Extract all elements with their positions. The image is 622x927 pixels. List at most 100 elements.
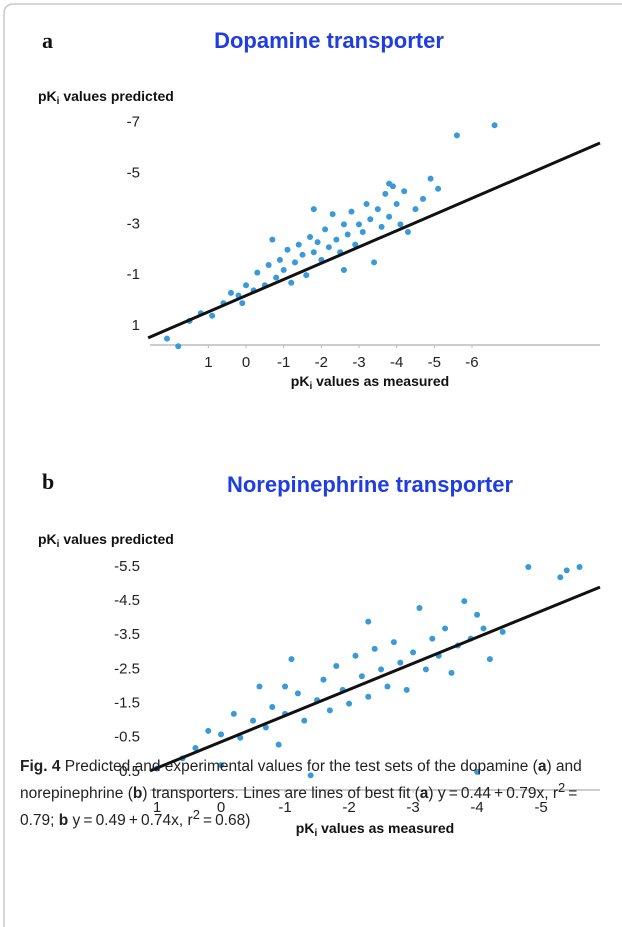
point bbox=[403, 686, 410, 693]
point bbox=[322, 226, 329, 233]
y-tick-label: 1 bbox=[132, 317, 140, 334]
point bbox=[301, 717, 308, 724]
caption-part: b bbox=[132, 785, 143, 803]
panel-letter: a bbox=[42, 28, 53, 53]
x-axis-label-part: values as measured bbox=[317, 820, 454, 836]
point bbox=[386, 213, 393, 220]
caption-part: y = 0.49 + 0.74x, r bbox=[68, 812, 193, 830]
point bbox=[288, 279, 295, 286]
point bbox=[344, 231, 351, 238]
point bbox=[397, 659, 404, 666]
caption-part: a bbox=[537, 758, 547, 775]
caption-part: a bbox=[419, 785, 429, 803]
y-axis-label-part: pK bbox=[38, 531, 57, 547]
point bbox=[333, 663, 340, 670]
panel-letter: b bbox=[42, 469, 54, 494]
y-axis-label-part: values predicted bbox=[59, 531, 173, 547]
y-tick-label: -1.5 bbox=[114, 695, 140, 712]
x-axis-label-part: i bbox=[309, 381, 312, 392]
point bbox=[291, 259, 298, 266]
point bbox=[435, 185, 442, 192]
point bbox=[557, 574, 564, 581]
y-tick-label: 0.5 bbox=[119, 763, 140, 780]
x-axis-label-part: values as measured bbox=[312, 373, 449, 389]
point bbox=[269, 236, 276, 243]
y-axis-label-part: i bbox=[57, 539, 60, 550]
point bbox=[371, 259, 378, 266]
point bbox=[310, 206, 317, 213]
x-tick-label: -2 bbox=[315, 354, 328, 371]
point bbox=[295, 241, 302, 248]
point bbox=[453, 132, 460, 139]
point bbox=[299, 251, 306, 258]
x-tick-label: -4 bbox=[470, 799, 483, 816]
point bbox=[192, 744, 199, 751]
point bbox=[397, 221, 404, 228]
fit-line bbox=[149, 585, 601, 773]
point bbox=[175, 343, 182, 350]
point bbox=[230, 710, 237, 717]
point bbox=[355, 221, 362, 228]
y-tick-label: -0.5 bbox=[114, 729, 140, 746]
point bbox=[420, 195, 427, 202]
chart-title: Dopamine transporter bbox=[214, 28, 444, 53]
point bbox=[250, 717, 257, 724]
y-tick-label: -3 bbox=[127, 215, 140, 232]
y-axis-label: pKi values predicted bbox=[38, 88, 174, 107]
caption-part: Predicted and experimental values for th… bbox=[60, 758, 538, 775]
point bbox=[486, 656, 493, 663]
point bbox=[262, 724, 269, 731]
point bbox=[367, 216, 374, 223]
point bbox=[275, 741, 282, 748]
point bbox=[393, 201, 400, 207]
point bbox=[326, 707, 333, 714]
point bbox=[256, 683, 263, 690]
x-tick-label: -6 bbox=[465, 354, 478, 371]
x-tick-label: -4 bbox=[390, 354, 403, 371]
y-tick-label: -7 bbox=[127, 114, 140, 131]
point bbox=[269, 703, 276, 710]
y-tick-label: -5.5 bbox=[114, 558, 140, 575]
frame bbox=[3, 3, 622, 927]
fit-line bbox=[147, 141, 601, 340]
caption-part: ) y = 0.44 + 0.79x, r bbox=[428, 785, 558, 803]
y-tick-label: -1 bbox=[127, 266, 140, 283]
caption: Fig. 4 Predicted and experimental values… bbox=[20, 756, 612, 831]
point bbox=[314, 239, 321, 246]
point bbox=[382, 190, 389, 197]
point bbox=[352, 652, 359, 659]
x-tick-label: -1 bbox=[278, 799, 291, 816]
caption-part: b bbox=[58, 812, 69, 830]
point bbox=[325, 244, 332, 251]
point bbox=[390, 639, 397, 646]
point bbox=[404, 228, 411, 235]
x-tick-label: -3 bbox=[406, 799, 419, 816]
x-tick-label: 1 bbox=[153, 799, 161, 816]
chart-title: Norepinephrine transporter bbox=[227, 472, 513, 497]
x-tick-label: -1 bbox=[277, 354, 290, 371]
point bbox=[499, 628, 506, 635]
point bbox=[239, 300, 246, 307]
y-axis-label-part: pK bbox=[38, 88, 57, 104]
point bbox=[358, 673, 365, 680]
point bbox=[340, 267, 347, 274]
point bbox=[474, 768, 481, 775]
caption-part: ) and norepinephrine ( bbox=[20, 758, 582, 803]
point bbox=[303, 272, 310, 279]
point bbox=[563, 567, 570, 574]
point bbox=[329, 211, 336, 218]
point bbox=[209, 312, 216, 319]
point bbox=[365, 693, 372, 700]
point bbox=[348, 208, 355, 215]
x-tick-label: -2 bbox=[342, 799, 355, 816]
point bbox=[282, 683, 289, 690]
caption-part: 2 bbox=[192, 807, 200, 823]
x-tick-label: 1 bbox=[204, 354, 212, 371]
point bbox=[294, 690, 301, 697]
caption-part: = 0.79; bbox=[20, 785, 581, 830]
point bbox=[218, 762, 225, 769]
point bbox=[448, 669, 455, 676]
point bbox=[276, 256, 283, 263]
